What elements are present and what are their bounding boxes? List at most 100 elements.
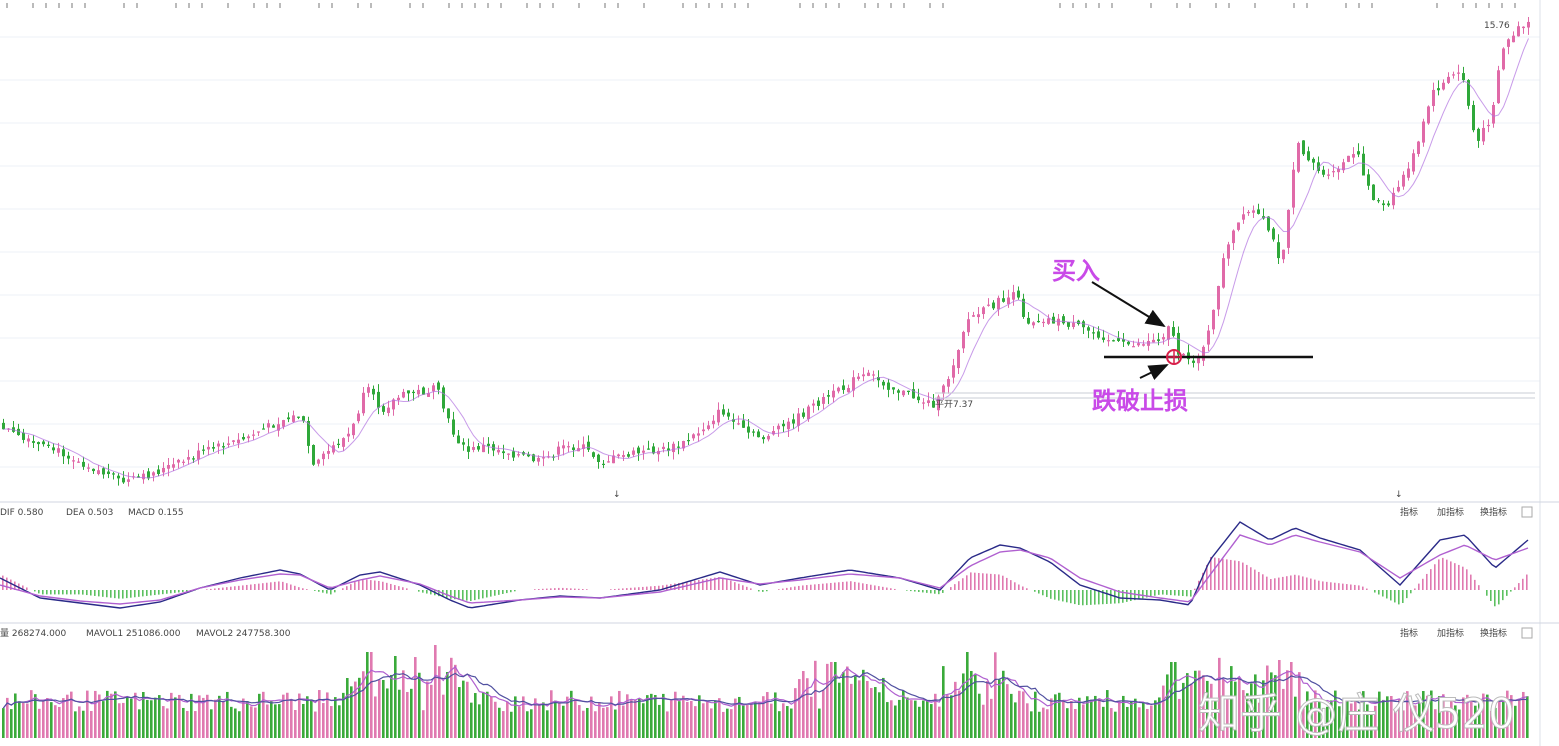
volume-bar — [190, 693, 193, 738]
volume-bar — [718, 698, 721, 738]
volume-btn-2[interactable]: 加指标 — [1437, 627, 1464, 639]
volume-bar — [430, 684, 433, 738]
volume-bar — [710, 708, 713, 738]
macd-bar — [1526, 574, 1528, 590]
candle — [502, 444, 505, 460]
volume-bar — [1518, 700, 1521, 738]
macd-bar — [502, 590, 504, 594]
macd-bar — [390, 583, 392, 590]
volume-bar — [34, 694, 37, 738]
macd-bar — [814, 584, 816, 590]
volume-bar — [62, 698, 65, 738]
candle — [1432, 82, 1435, 112]
macd-bar — [1162, 590, 1164, 595]
macd-bar — [542, 588, 544, 590]
macd-bar — [1190, 590, 1192, 597]
macd-btn-3[interactable]: 换指标 — [1480, 506, 1507, 518]
volume-bar — [1078, 697, 1081, 738]
volume-btn-3[interactable]: 换指标 — [1480, 627, 1507, 639]
high-price-label: 15.76 — [1484, 21, 1510, 31]
candle — [987, 298, 990, 307]
macd-bar — [162, 590, 164, 595]
volume-bar — [966, 652, 969, 738]
volume-bar — [910, 700, 913, 738]
macd-bar — [1062, 590, 1064, 602]
volume-bar — [1506, 690, 1509, 738]
volume-bar — [414, 657, 417, 738]
macd-bar — [142, 590, 144, 597]
volume-bar — [1366, 704, 1369, 738]
macd-bar — [1338, 583, 1340, 590]
volume-bar — [498, 707, 501, 738]
volume-bar — [1482, 693, 1485, 738]
candle — [1272, 227, 1275, 242]
candle — [1452, 71, 1455, 79]
volume-bar — [542, 702, 545, 738]
volume-bar — [1378, 691, 1381, 738]
volume-bar — [1282, 688, 1285, 738]
candle — [1052, 312, 1055, 324]
macd-close-box[interactable] — [1521, 506, 1533, 518]
macd-bar — [454, 590, 456, 600]
volume-bar — [1410, 707, 1413, 738]
macd-bar — [1314, 579, 1316, 590]
volume-btn-1[interactable]: 指标 — [1400, 627, 1418, 639]
candle — [692, 433, 695, 441]
candle — [957, 349, 960, 374]
volume-bar — [142, 691, 145, 738]
macd-btn-2[interactable]: 加指标 — [1437, 506, 1464, 518]
volume-bar — [1226, 696, 1229, 738]
candle — [1392, 187, 1395, 210]
candle — [647, 440, 650, 450]
macd-bar — [750, 588, 752, 590]
volume-bar — [1290, 662, 1293, 738]
macd-bar — [422, 590, 424, 593]
volume-bar — [250, 706, 253, 738]
candle — [1152, 333, 1155, 343]
volume-close-box[interactable] — [1521, 627, 1533, 639]
macd-bar — [1426, 573, 1428, 590]
candle — [1402, 171, 1405, 190]
macd-bar — [1462, 566, 1464, 590]
volume-bar — [2, 708, 5, 738]
candle — [757, 429, 760, 438]
macd-bar — [1466, 569, 1468, 590]
candle — [1437, 80, 1440, 96]
macd-bar — [366, 579, 368, 590]
macd-bar — [1066, 590, 1068, 603]
candle — [1257, 203, 1260, 215]
candle — [32, 435, 35, 449]
macd-bar — [714, 577, 716, 590]
macd-bar — [122, 590, 124, 599]
volume-bar — [1186, 673, 1189, 738]
macd-bar — [258, 583, 260, 590]
macd-bar — [994, 574, 996, 590]
macd-bar — [746, 586, 748, 590]
volume-bar — [822, 690, 825, 738]
volume-bar — [1494, 707, 1497, 738]
macd-bar — [1402, 590, 1404, 603]
candle — [857, 372, 860, 381]
volume-bar — [986, 681, 989, 738]
volume-bar — [1374, 705, 1377, 738]
candle — [1422, 118, 1425, 147]
macd-btn-1[interactable]: 指标 — [1400, 506, 1418, 518]
macd-bar — [394, 585, 396, 590]
candle — [752, 429, 755, 437]
volume-bar — [534, 698, 537, 738]
macd-bar — [778, 589, 780, 590]
macd-bar — [1038, 590, 1040, 594]
candle — [1302, 140, 1305, 157]
volume-bar — [962, 673, 965, 738]
volume-bar — [1170, 662, 1173, 738]
volume-bar — [434, 645, 437, 738]
macd-bar — [406, 588, 408, 590]
volume-bar — [1230, 666, 1233, 738]
candle — [222, 442, 225, 455]
candle — [1407, 162, 1410, 181]
macd-bar — [86, 590, 88, 596]
volume-bar — [1210, 683, 1213, 738]
candle — [1347, 155, 1350, 163]
macd-bar — [330, 590, 332, 595]
